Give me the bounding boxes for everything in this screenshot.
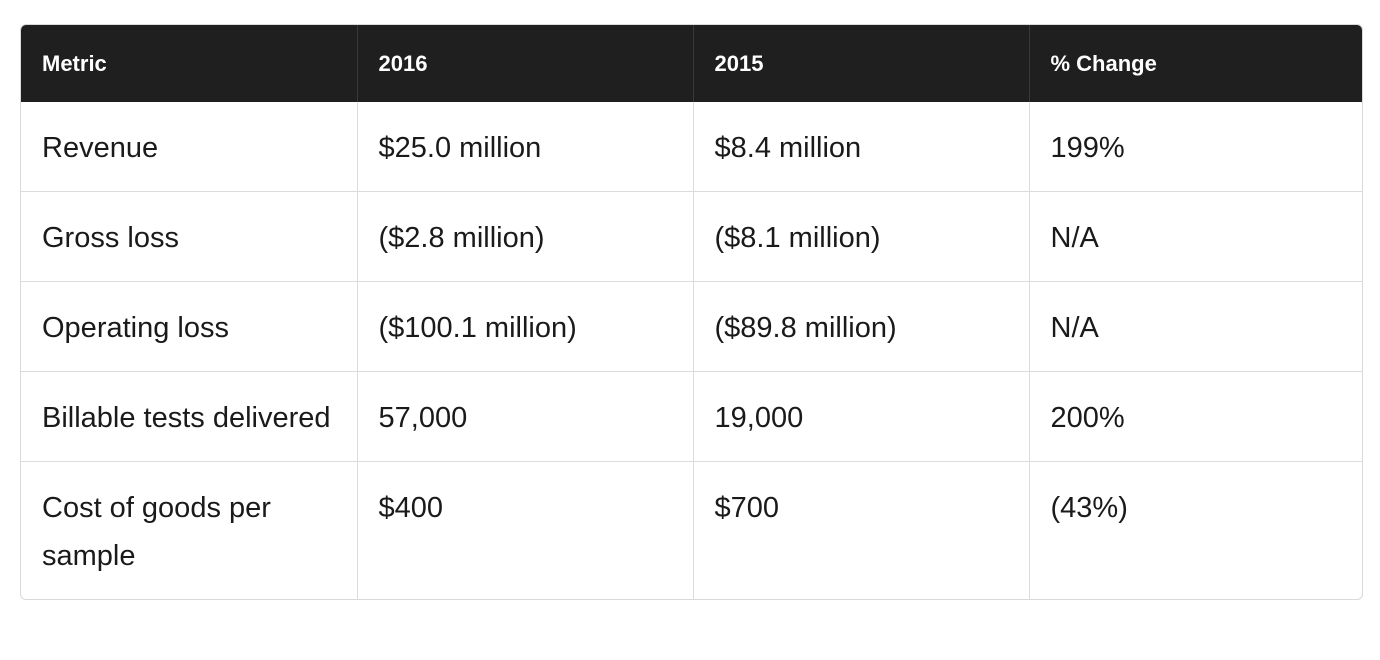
- cell-metric: Billable tests delivered: [21, 371, 357, 462]
- metrics-table-container: Metric 2016 2015 % Change Revenue $25.0 …: [20, 24, 1363, 600]
- cell-2015: ($89.8 million): [692, 281, 1029, 372]
- cell-2016: $400: [356, 461, 693, 599]
- cell-metric: Operating loss: [21, 281, 357, 372]
- header-percent-change: % Change: [1028, 25, 1362, 102]
- table-body: Revenue $25.0 million $8.4 million 199% …: [21, 102, 1362, 599]
- cell-2016: ($100.1 million): [356, 281, 693, 372]
- cell-metric: Gross loss: [21, 191, 357, 282]
- cell-percent-change: N/A: [1028, 191, 1362, 282]
- table-header: Metric 2016 2015 % Change: [21, 25, 1362, 102]
- cell-percent-change: 200%: [1028, 371, 1362, 462]
- cell-percent-change: N/A: [1028, 281, 1362, 372]
- cell-2015: $700: [692, 461, 1029, 599]
- header-metric: Metric: [42, 50, 107, 76]
- cell-metric: Revenue: [42, 132, 159, 164]
- header-2016: 2016: [356, 25, 693, 102]
- metrics-table: Metric 2016 2015 % Change Revenue $25.0 …: [21, 25, 1362, 599]
- header-2015: 2015: [692, 25, 1029, 102]
- cell-2016: $25.0 million: [356, 102, 693, 192]
- cell-percent-change: (43%): [1028, 461, 1362, 599]
- table-row: Operating loss ($100.1 million) ($89.8 m…: [21, 281, 1362, 372]
- table-row: Billable tests delivered 57,000 19,000 2…: [21, 371, 1362, 462]
- table-row: Revenue $25.0 million $8.4 million 199%: [21, 102, 1362, 192]
- cell-2015: $8.4 million: [692, 102, 1029, 192]
- cell-metric: Cost of goods per sample: [21, 461, 357, 599]
- table-row: Cost of goods per sample $400 $700 (43%): [21, 461, 1362, 599]
- cell-2015: ($8.1 million): [692, 191, 1029, 282]
- cell-2016: ($2.8 million): [356, 191, 693, 282]
- cell-2015: 19,000: [692, 371, 1029, 462]
- cell-percent-change: 199%: [1028, 102, 1362, 192]
- header-row: Metric 2016 2015 % Change: [21, 25, 1362, 102]
- cell-2016: 57,000: [356, 371, 693, 462]
- table-row: Gross loss ($2.8 million) ($8.1 million)…: [21, 191, 1362, 282]
